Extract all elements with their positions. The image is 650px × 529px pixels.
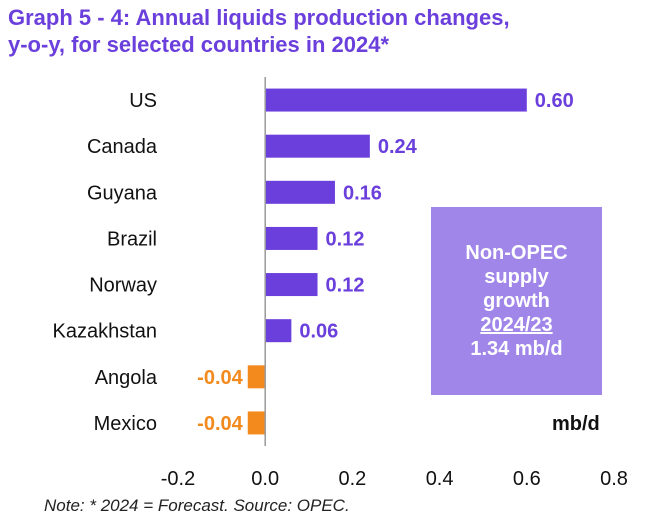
x-tick-label: 0.6 bbox=[513, 468, 541, 490]
callout-total: 1.34 mb/d bbox=[470, 338, 563, 360]
data-label-mexico: -0.04 bbox=[197, 413, 243, 435]
x-tick-label: 0.2 bbox=[338, 468, 366, 490]
category-label-guyana: Guyana bbox=[87, 182, 158, 204]
category-label-brazil: Brazil bbox=[107, 228, 157, 250]
data-label-angola: -0.04 bbox=[197, 367, 243, 389]
data-label-us: 0.60 bbox=[535, 90, 574, 112]
x-tick-label: 0.8 bbox=[600, 468, 628, 490]
bar-norway bbox=[265, 273, 318, 297]
bar-canada bbox=[265, 134, 370, 158]
x-tick-label: -0.2 bbox=[161, 468, 195, 490]
chart-title: Graph 5 - 4: Annual liquids production c… bbox=[8, 4, 638, 58]
category-label-kazakhstan: Kazakhstan bbox=[52, 321, 157, 343]
bar-brazil bbox=[265, 226, 318, 250]
bar-us bbox=[265, 88, 527, 112]
data-label-brazil: 0.12 bbox=[326, 228, 365, 250]
bar-angola bbox=[247, 365, 266, 389]
supply-growth-callout: Non-OPEC supply growth 2024/23 1.34 mb/d bbox=[431, 207, 602, 395]
category-label-norway: Norway bbox=[89, 275, 157, 297]
bar-mexico bbox=[247, 411, 266, 435]
callout-line-3: growth bbox=[483, 290, 550, 312]
callout-period: 2024/23 bbox=[480, 314, 553, 336]
category-label-canada: Canada bbox=[87, 136, 158, 158]
chart-title-line-1: Graph 5 - 4: Annual liquids production c… bbox=[8, 5, 510, 30]
source-note: Note: * 2024 = Forecast. Source: OPEC. bbox=[44, 496, 350, 515]
category-label-mexico: Mexico bbox=[94, 413, 157, 435]
data-label-kazakhstan: 0.06 bbox=[299, 321, 338, 343]
chart-title-line-2: y-o-y, for selected countries in 2024* bbox=[8, 32, 390, 57]
callout-line-1: Non-OPEC bbox=[465, 242, 568, 264]
x-tick-label: 0.0 bbox=[251, 468, 279, 490]
category-label-angola: Angola bbox=[95, 367, 158, 389]
unit-label: mb/d bbox=[552, 413, 600, 435]
bar-kazakhstan bbox=[265, 319, 292, 343]
callout-line-2: supply bbox=[484, 266, 549, 288]
data-label-norway: 0.12 bbox=[326, 275, 365, 297]
bar-guyana bbox=[265, 180, 335, 204]
x-tick-label: 0.4 bbox=[426, 468, 454, 490]
data-label-guyana: 0.16 bbox=[343, 182, 382, 204]
category-label-us: US bbox=[129, 90, 157, 112]
data-label-canada: 0.24 bbox=[378, 136, 418, 158]
